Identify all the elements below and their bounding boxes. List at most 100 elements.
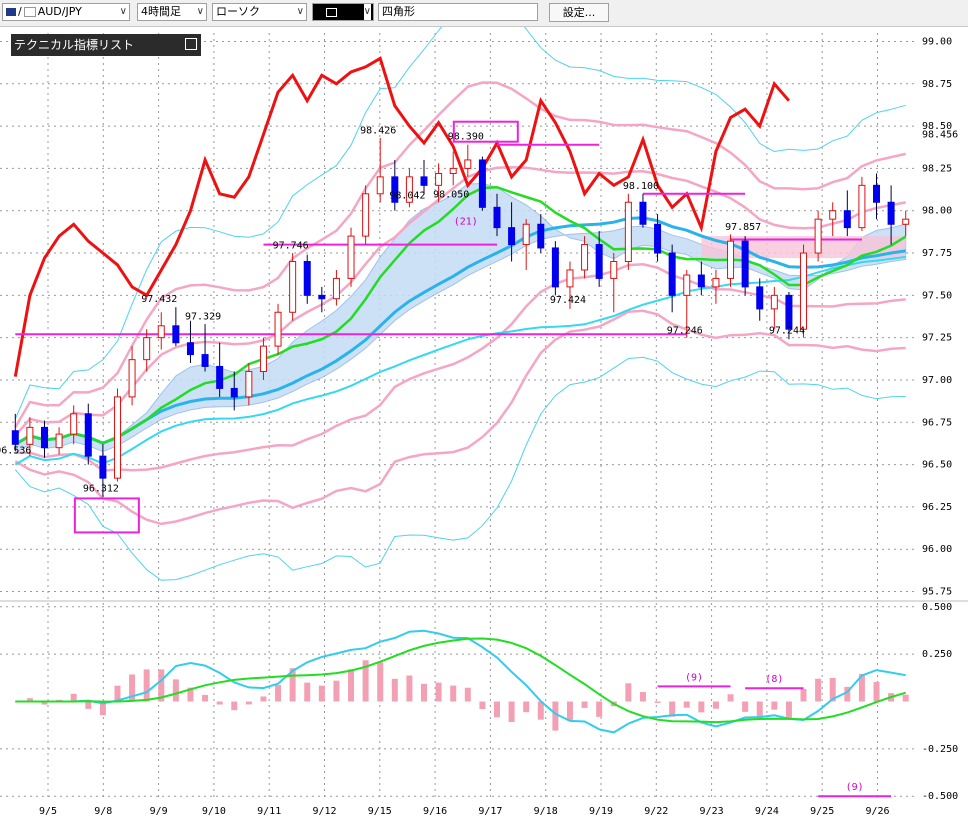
chart-type-label: ローソク [216,5,260,18]
shape-field[interactable]: 四角形 [378,3,538,21]
histogram-bar [289,668,296,702]
histogram-bar [99,701,106,716]
candle-body [84,413,92,457]
candle-body [683,274,691,296]
x-tick-label: 9/15 [368,806,392,817]
candle-body [800,252,808,330]
candle-body [70,413,78,435]
y-tick-label: 97.75 [922,248,952,259]
candle-body [829,210,837,220]
macd-line [15,629,906,734]
candle-body [216,365,224,389]
current-price-label: 98.456 [922,130,958,141]
histogram-bar [698,701,705,713]
draw-tool-select[interactable]: ∨ [312,3,374,21]
candle-body [770,294,778,310]
candle-body [537,223,545,249]
price-label: 97.424 [550,295,586,306]
moving-average-long [14,255,906,466]
histogram-bar [742,701,749,712]
histogram-bar [800,688,807,702]
candle-body [274,311,282,347]
candle-body [610,260,618,279]
chevron-down-icon: ∨ [196,6,204,17]
price-label: 97.329 [185,311,221,322]
chevron-down-icon: ∨ [119,6,127,17]
price-label: 97.432 [141,294,177,305]
chevron-down-icon: ∨ [296,6,304,17]
histogram-bar [654,701,661,703]
oscillator-period-label: (9) [685,672,703,683]
candle-body [303,260,311,296]
moving-average-short [14,185,907,446]
price-label: 98.050 [433,189,469,200]
candle-body [581,244,589,271]
collapse-icon[interactable] [185,38,197,50]
price-label: 97.746 [273,241,309,252]
y-tick-label: 0.500 [922,602,952,613]
bollinger-band-upper [14,165,906,437]
histogram-bar [362,660,369,702]
chevron-down-icon: ∨ [363,4,371,20]
price-label: 98.100 [623,181,659,192]
indicator-list-panel[interactable]: テクニカル指標リスト [11,34,201,56]
shape-label: 四角形 [382,5,415,18]
candle-body [289,260,297,313]
candle-body [887,201,895,225]
candle-body [624,201,632,262]
candle-body [230,387,238,398]
chart-type-select[interactable]: ローソク ∨ [212,3,307,21]
histogram-bar [391,678,398,702]
flag-jp-icon [23,7,36,17]
candle-body [873,184,881,203]
histogram-bar [202,694,209,702]
price-label: 98.390 [448,132,484,143]
lagging-span [13,56,791,377]
oscillator-period-label: (8) [765,674,783,685]
histogram-bar [114,685,121,702]
candle-body [595,244,603,279]
histogram-bar [172,679,179,702]
histogram-bar [406,675,413,702]
price-label: 98.042 [389,191,425,202]
histogram-bar [493,701,500,718]
timeframe-select[interactable]: 4時間足 ∨ [137,3,207,21]
candle-body [186,342,194,356]
candle-body [697,274,705,288]
histogram-bar [858,673,865,702]
histogram-bar [625,683,632,702]
symbol-select[interactable]: / AUD/JPY ∨ [2,3,130,21]
candle-body [245,371,253,398]
histogram-bar [333,680,340,702]
x-tick-label: 9/22 [644,806,668,817]
candle-body [785,294,793,330]
period-label: (21) [454,216,478,227]
histogram-bar [873,682,880,702]
histogram-bar [450,685,457,702]
candle-body [464,159,472,169]
candle-body [727,240,735,279]
histogram-bar [245,701,252,705]
histogram-bar [85,701,92,709]
y-tick-label: 98.00 [922,206,952,217]
candle-body [493,206,501,229]
candle-body [172,325,180,344]
y-tick-label: -0.500 [922,791,958,802]
candle-body [405,176,413,203]
settings-button[interactable]: 設定... [549,3,609,22]
histogram-bar [537,701,544,720]
histogram-bar [566,701,573,721]
histogram-bar [26,698,33,702]
histogram-bar [216,701,223,705]
y-tick-label: 96.00 [922,544,952,555]
histogram-bar [275,685,282,702]
signal-line [15,637,906,724]
annotation-box [452,120,519,143]
histogram-bar [552,701,559,731]
histogram-bar [815,678,822,702]
y-tick-label: 95.75 [922,587,952,598]
y-tick-label: 96.50 [922,460,952,471]
histogram-bar [508,701,515,722]
